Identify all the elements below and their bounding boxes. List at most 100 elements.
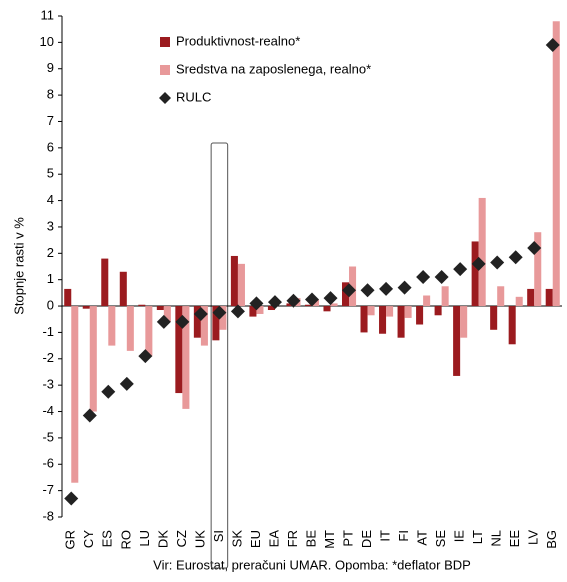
- marker: [267, 295, 282, 310]
- legend-swatch: [159, 92, 171, 104]
- bar: [71, 306, 79, 483]
- bar: [397, 306, 405, 338]
- bar: [515, 296, 523, 307]
- bar: [367, 306, 375, 316]
- y-tick-label: 8: [47, 87, 54, 102]
- bar: [416, 306, 424, 325]
- bar: [82, 306, 90, 309]
- y-tick-label: 6: [47, 139, 54, 154]
- marker: [508, 250, 523, 265]
- y-axis-label: Stopnje rasti v %: [11, 217, 26, 315]
- y-tick-label: -4: [42, 403, 54, 418]
- x-tick-label: RO: [118, 530, 133, 550]
- bar: [552, 21, 560, 307]
- y-tick-label: 1: [47, 271, 54, 286]
- bar: [182, 306, 190, 409]
- bar: [193, 306, 201, 338]
- marker: [119, 376, 134, 391]
- y-tick-label: 9: [47, 60, 54, 75]
- bar: [490, 306, 498, 330]
- marker: [397, 280, 412, 295]
- y-tick-label: -6: [42, 456, 54, 471]
- bar: [249, 306, 257, 317]
- x-tick-label: BE: [303, 530, 318, 548]
- marker: [545, 38, 560, 53]
- marker: [434, 270, 449, 285]
- bar: [175, 306, 183, 394]
- y-tick-label: -3: [42, 377, 54, 392]
- bar: [119, 271, 127, 307]
- bar: [145, 306, 153, 357]
- marker: [453, 262, 468, 277]
- bar: [237, 263, 245, 307]
- marker: [82, 408, 97, 423]
- x-tick-label: AT: [415, 530, 430, 546]
- marker: [379, 281, 394, 296]
- bar: [545, 288, 553, 307]
- x-tick-label: CY: [81, 530, 96, 548]
- marker: [193, 306, 208, 321]
- x-tick-label: SE: [433, 530, 448, 548]
- x-tick-label: NL: [489, 530, 504, 547]
- y-tick-label: -8: [42, 508, 54, 523]
- legend-swatch: [160, 65, 170, 75]
- x-tick-label: FR: [285, 530, 300, 547]
- bar: [323, 306, 331, 312]
- marker: [101, 384, 116, 399]
- x-tick-label: SK: [229, 530, 244, 548]
- bar: [386, 306, 394, 317]
- bar: [200, 306, 208, 346]
- marker: [212, 305, 227, 320]
- x-tick-label: IE: [452, 530, 467, 543]
- bar: [286, 303, 294, 307]
- x-tick-label: MT: [322, 530, 337, 549]
- marker: [416, 270, 431, 285]
- y-tick-label: 3: [47, 218, 54, 233]
- y-tick-label: 7: [47, 113, 54, 128]
- bar: [212, 306, 220, 341]
- y-tick-label: 10: [40, 34, 54, 49]
- bar: [508, 306, 516, 345]
- x-tick-label: SI: [211, 530, 226, 542]
- x-tick-label: ES: [100, 530, 115, 548]
- marker: [360, 283, 375, 298]
- x-tick-label: CZ: [174, 530, 189, 547]
- x-tick-label: PT: [340, 530, 355, 547]
- bar: [267, 306, 275, 311]
- x-tick-label: GR: [63, 530, 78, 550]
- x-tick-label: LU: [137, 530, 152, 547]
- marker: [175, 314, 190, 329]
- bar: [64, 288, 72, 307]
- bar: [101, 258, 109, 307]
- x-tick-label: LV: [526, 530, 541, 545]
- bar: [256, 306, 264, 314]
- bar: [219, 306, 227, 330]
- y-tick-label: -7: [42, 482, 54, 497]
- bar: [404, 306, 412, 318]
- x-tick-label: EU: [248, 530, 263, 548]
- bar: [423, 295, 431, 307]
- marker: [286, 293, 301, 308]
- marker: [527, 241, 542, 256]
- highlight-box: [210, 142, 229, 569]
- x-tick-label: EE: [507, 530, 522, 548]
- bar: [330, 303, 338, 307]
- marker: [156, 314, 171, 329]
- x-tick-label: IT: [378, 530, 393, 542]
- x-tick-label: FI: [396, 530, 411, 542]
- bar: [138, 304, 146, 307]
- bar: [342, 282, 350, 307]
- bar: [460, 306, 468, 338]
- x-axis-label: Vir: Eurostat, preračuni UMAR. Opomba: *…: [153, 557, 471, 572]
- legend-label: RULC: [176, 89, 211, 104]
- legend-label: Produktivnost-realno*: [176, 33, 300, 48]
- legend-label: Sredstva na zaposlenega, realno*: [176, 61, 371, 76]
- marker: [64, 491, 79, 506]
- x-tick-label: DE: [359, 530, 374, 548]
- legend-swatch: [160, 37, 170, 47]
- x-tick-label: LT: [470, 530, 485, 544]
- bar: [89, 306, 97, 412]
- bar: [349, 266, 357, 307]
- marker: [305, 292, 319, 307]
